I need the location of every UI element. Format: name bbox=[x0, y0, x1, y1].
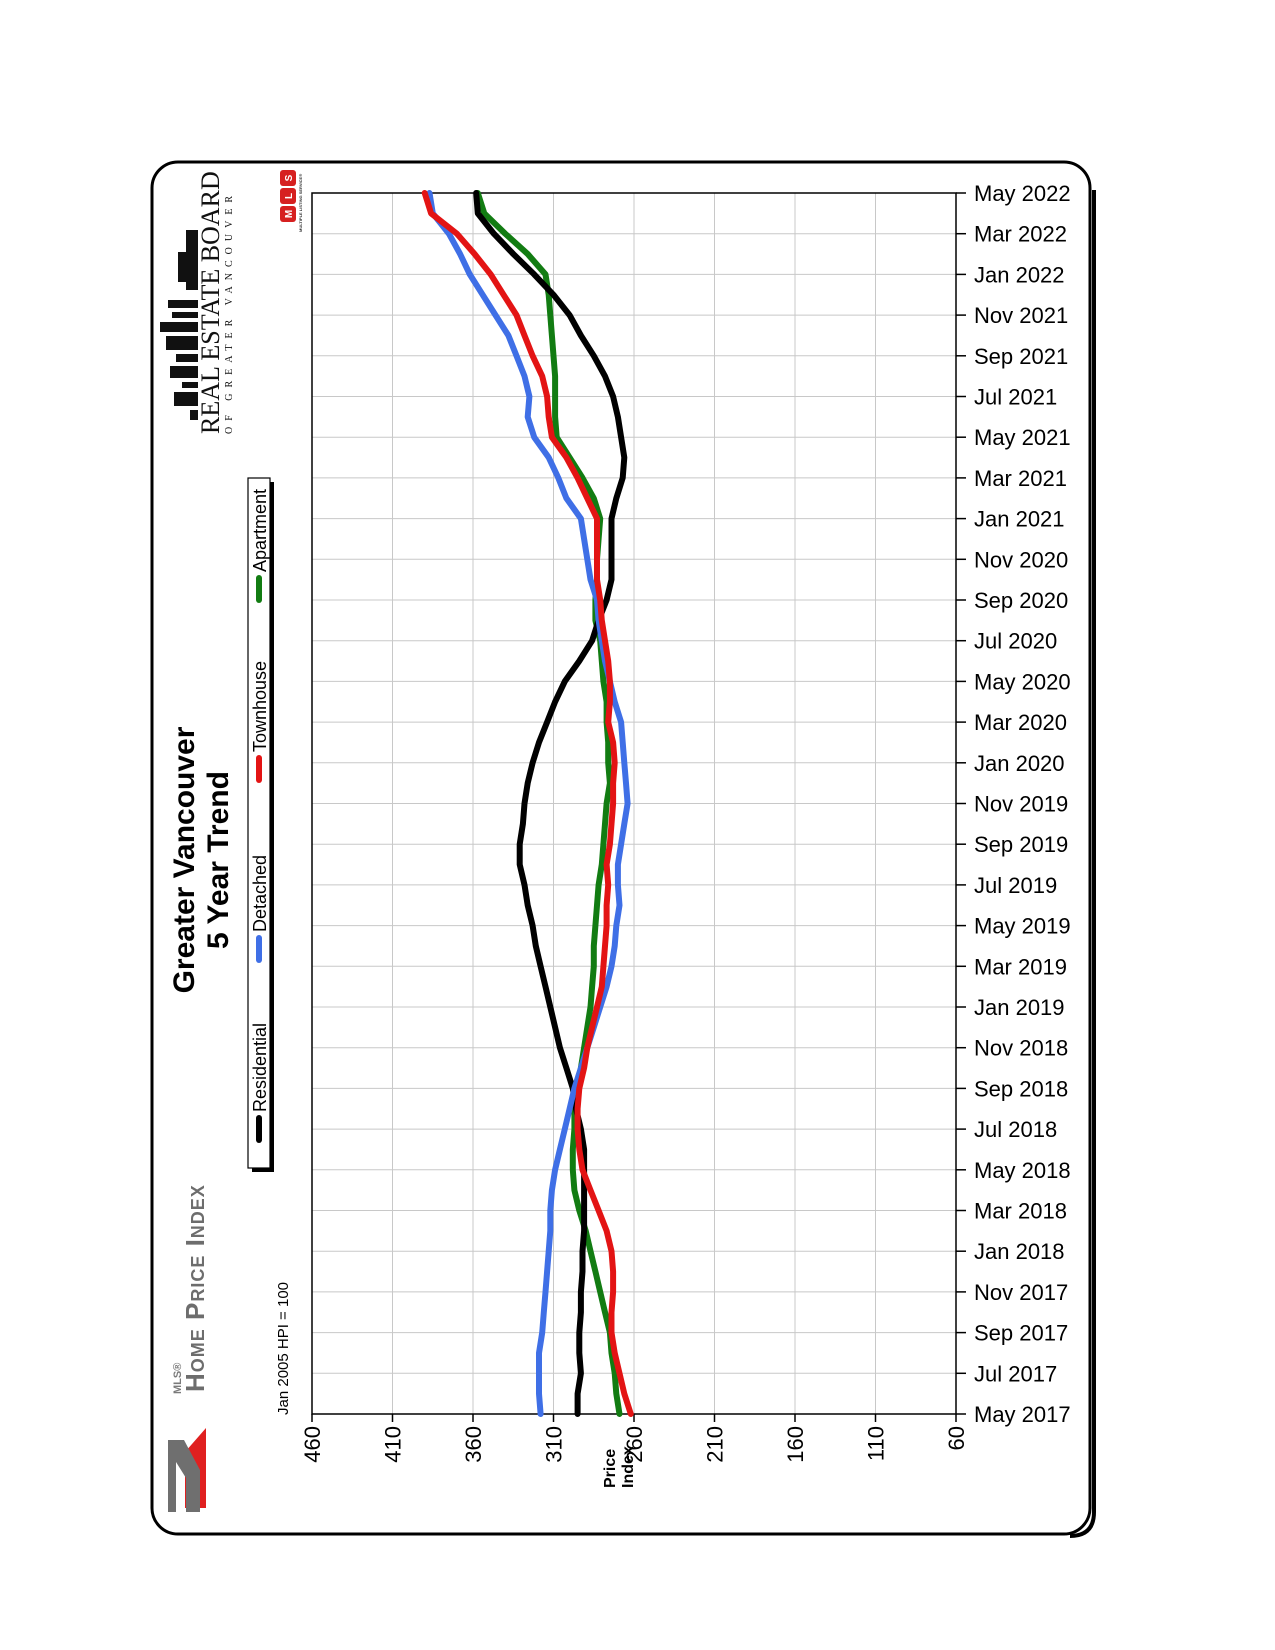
value-tick-label: 410 bbox=[381, 1426, 406, 1463]
time-tick-label: May 2020 bbox=[974, 669, 1071, 694]
time-tick-label: Nov 2017 bbox=[974, 1280, 1068, 1305]
mls-badge-letter: L bbox=[284, 193, 295, 199]
value-tick-label: 260 bbox=[622, 1426, 647, 1463]
time-tick-label: Jul 2017 bbox=[974, 1361, 1057, 1386]
value-axis-label-line2: Index bbox=[620, 1446, 637, 1488]
series-line-townhouse bbox=[421, 190, 634, 1417]
time-tick-label: Sep 2021 bbox=[974, 344, 1068, 369]
time-tick-label: Sep 2018 bbox=[974, 1076, 1068, 1101]
value-tick-label: 210 bbox=[703, 1426, 728, 1463]
legend-label-apartment: Apartment bbox=[250, 489, 270, 572]
time-tick-label: Jan 2018 bbox=[974, 1239, 1065, 1264]
hpi-base-note: Jan 2005 HPI = 100 bbox=[275, 1281, 292, 1415]
time-tick-label: Mar 2022 bbox=[974, 222, 1067, 247]
legend-box bbox=[247, 477, 271, 1169]
time-tick-label: May 2021 bbox=[974, 425, 1071, 450]
time-tick-label: May 2022 bbox=[974, 181, 1071, 206]
time-tick-label: May 2019 bbox=[974, 914, 1071, 939]
mls-badge-letter: M bbox=[284, 210, 295, 218]
series-line-residential bbox=[473, 190, 628, 1417]
value-axis-ticks: 60 110 160 210 260 310 360 410 460 bbox=[300, 1414, 969, 1463]
time-axis-ticks: May 2017 Jul 2017 Sep 2017 Nov 2017 Jan 2018… bbox=[956, 181, 1071, 1427]
series-line-detached bbox=[426, 190, 631, 1417]
value-tick-label: 60 bbox=[944, 1426, 969, 1450]
time-tick-label: Jul 2020 bbox=[974, 629, 1057, 654]
time-tick-label: Jan 2019 bbox=[974, 995, 1065, 1020]
value-tick-label: 460 bbox=[300, 1426, 325, 1463]
hpi-logo-mark bbox=[168, 1428, 206, 1512]
series-line-apartment bbox=[474, 190, 623, 1417]
chart-title-line2: 5 Year Trend bbox=[202, 771, 235, 949]
hpi-logo-gray-m bbox=[168, 1440, 200, 1512]
mls-badge-caption: MULTIPLE LISTING SERVICE® bbox=[298, 173, 303, 232]
time-tick-label: Jul 2021 bbox=[974, 385, 1057, 410]
series-lines bbox=[421, 190, 634, 1417]
value-axis-label-line1: Price bbox=[602, 1448, 619, 1488]
legend-label-townhouse: Townhouse bbox=[250, 661, 270, 752]
time-tick-label: May 2017 bbox=[974, 1402, 1071, 1427]
legend-label-residential: Residential bbox=[250, 1023, 270, 1112]
time-tick-label: Sep 2019 bbox=[974, 832, 1068, 857]
time-tick-label: Mar 2019 bbox=[974, 954, 1067, 979]
value-tick-label: 310 bbox=[542, 1426, 567, 1463]
hpi-logo-text: Home Price Index bbox=[180, 1184, 210, 1392]
value-tick-label: 360 bbox=[461, 1426, 486, 1463]
time-tick-label: Jan 2020 bbox=[974, 751, 1065, 776]
time-tick-label: Nov 2018 bbox=[974, 1036, 1068, 1061]
mls-badge-letter: S bbox=[284, 174, 295, 181]
time-tick-label: Mar 2020 bbox=[974, 710, 1067, 735]
value-tick-label: 160 bbox=[783, 1426, 808, 1463]
mls-badge: M L S bbox=[280, 170, 296, 222]
time-tick-label: Jul 2019 bbox=[974, 873, 1057, 898]
time-tick-label: May 2018 bbox=[974, 1158, 1071, 1183]
time-tick-label: Jan 2022 bbox=[974, 262, 1065, 287]
page-frame-shadow bbox=[1069, 190, 1096, 1538]
chart-title-line1: Greater Vancouver bbox=[168, 726, 201, 994]
time-tick-label: Jul 2018 bbox=[974, 1117, 1057, 1142]
time-tick-label: Jan 2021 bbox=[974, 507, 1065, 532]
legend-label-detached: Detached bbox=[250, 855, 270, 932]
time-tick-label: Nov 2020 bbox=[974, 547, 1068, 572]
legend: Residential Detached Townhouse Apartment bbox=[247, 477, 274, 1172]
rebgv-logo-subtext: OF GREATER VANCOUVER bbox=[224, 189, 235, 434]
time-tick-label: Mar 2018 bbox=[974, 1199, 1067, 1224]
time-tick-label: Sep 2017 bbox=[974, 1321, 1068, 1346]
rebgv-skyline-logo bbox=[160, 230, 198, 420]
time-tick-label: Sep 2020 bbox=[974, 588, 1068, 613]
value-tick-label: 110 bbox=[864, 1426, 889, 1461]
time-tick-label: Nov 2019 bbox=[974, 792, 1068, 817]
rebgv-logo-text: REAL ESTATE BOARD bbox=[196, 171, 225, 434]
time-tick-label: Nov 2021 bbox=[974, 303, 1068, 328]
time-tick-label: Mar 2021 bbox=[974, 466, 1067, 491]
